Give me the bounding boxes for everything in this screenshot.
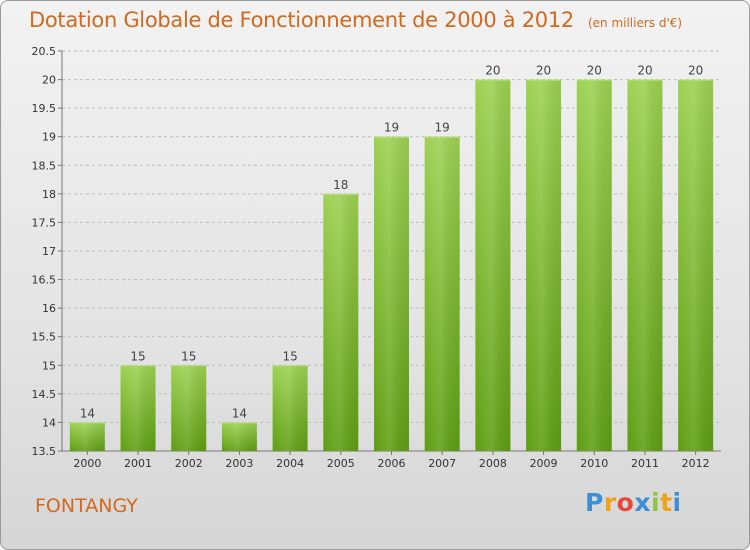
x-tick-label: 2001 (124, 457, 152, 470)
x-tick-label: 2000 (73, 457, 101, 470)
data-label: 20 (688, 64, 703, 78)
y-tick-label: 15.5 (32, 331, 57, 344)
bar-shine (475, 79, 511, 452)
proxiti-logo[interactable]: Proxiti (585, 488, 682, 517)
data-label: 20 (637, 64, 652, 78)
x-tick-label: 2012 (682, 457, 710, 470)
x-tick-label: 2003 (225, 457, 253, 470)
y-tick-label: 17 (42, 245, 56, 258)
bar-shine (120, 365, 156, 451)
bar-shine (272, 365, 308, 451)
logo-letter: r (603, 488, 617, 517)
data-label: 15 (181, 349, 196, 363)
x-tick-label: 2002 (175, 457, 203, 470)
logo-letter: x (634, 488, 651, 517)
bar-shine (171, 365, 207, 451)
x-tick-label: 2007 (428, 457, 456, 470)
logo-letter: t (660, 488, 673, 517)
commune-name: FONTANGY (35, 495, 138, 517)
y-tick-label: 19.5 (32, 102, 57, 115)
x-tick-label: 2004 (276, 457, 304, 470)
data-label: 14 (232, 406, 247, 420)
data-label: 19 (435, 121, 450, 135)
data-label: 15 (282, 349, 297, 363)
data-label: 20 (485, 64, 500, 78)
data-label: 14 (80, 406, 95, 420)
y-tick-label: 20 (42, 74, 56, 87)
x-tick-label: 2006 (378, 457, 406, 470)
logo-letter: P (585, 488, 604, 517)
data-label: 20 (536, 64, 551, 78)
data-label: 18 (333, 178, 348, 192)
x-tick-label: 2010 (580, 457, 608, 470)
y-tick-label: 17.5 (32, 216, 57, 229)
logo-letter: i (672, 488, 682, 517)
y-tick-label: 13.5 (32, 445, 57, 458)
y-tick-label: 18 (42, 188, 56, 201)
bar-shine (323, 193, 359, 451)
x-tick-label: 2009 (530, 457, 558, 470)
bar-shine (424, 136, 460, 451)
data-label: 15 (130, 349, 145, 363)
bar-shine (576, 79, 612, 452)
data-label: 19 (384, 121, 399, 135)
y-tick-label: 20.5 (32, 45, 57, 58)
chart-title: Dotation Globale de Fonctionnement de 20… (29, 8, 683, 32)
x-tick-label: 2011 (631, 457, 659, 470)
y-tick-label: 14.5 (32, 388, 57, 401)
x-tick-label: 2005 (327, 457, 355, 470)
bar-shine (526, 79, 562, 452)
logo-letter: o (616, 488, 635, 517)
bar-shine (678, 79, 714, 452)
y-tick-label: 16 (42, 302, 56, 315)
y-tick-label: 15 (42, 359, 56, 372)
chart-unit: (en milliers d'€) (587, 16, 683, 30)
y-tick-label: 18.5 (32, 159, 57, 172)
y-tick-label: 14 (42, 416, 56, 429)
y-tick-label: 19 (42, 131, 56, 144)
logo-letter: i (651, 488, 661, 517)
data-label: 20 (587, 64, 602, 78)
bar-shine (374, 136, 409, 451)
bar-shine (69, 422, 105, 451)
y-tick-label: 16.5 (32, 274, 57, 287)
bar-shine (221, 422, 257, 451)
bar-shine (627, 79, 663, 452)
x-tick-label: 2008 (479, 457, 507, 470)
